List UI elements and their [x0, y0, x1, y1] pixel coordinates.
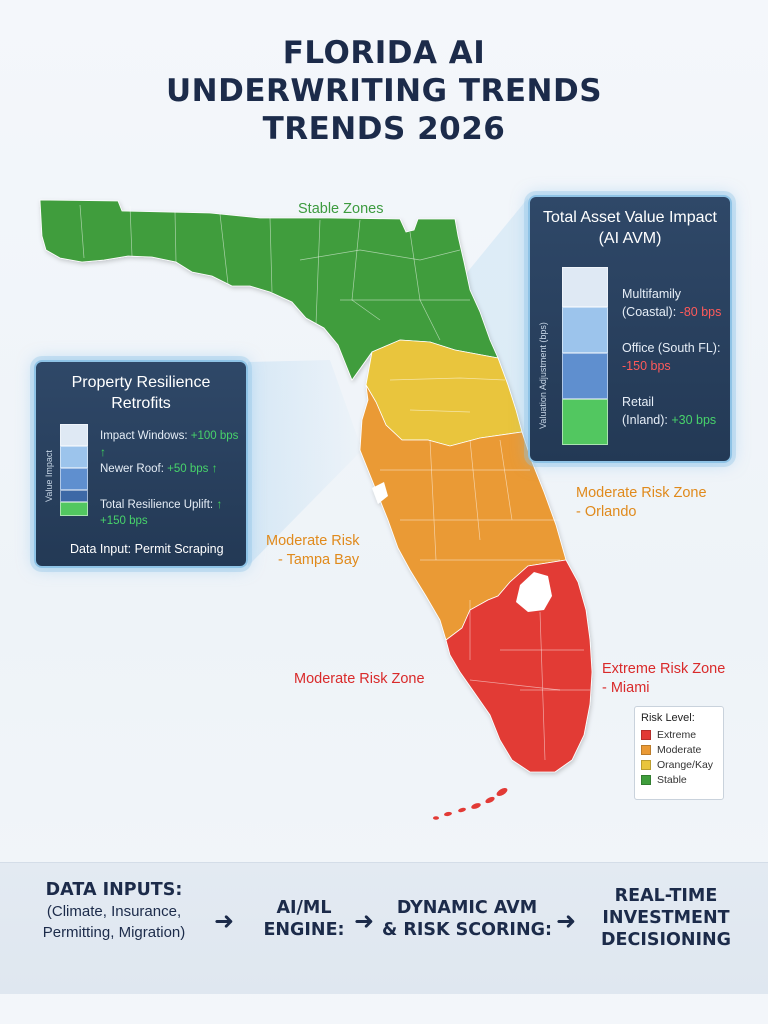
step1-sub1: (Climate, Insurance,: [46, 903, 182, 920]
resilience-title-line2: Retrofits: [111, 395, 171, 412]
resilience-panel: Property Resilience Retrofits Value Impa…: [34, 360, 248, 568]
stack-seg-windows: [60, 424, 88, 446]
resilience-axis-label: Value Impact: [44, 450, 54, 502]
label-moderate-orlando-line2: - Orlando: [576, 504, 637, 520]
avm-multifamily-label1: Multifamily: [622, 287, 682, 301]
label-moderate-tampa: Moderate Risk - Tampa Bay: [266, 532, 359, 570]
resilience-data-input: Data Input: Permit Scraping: [70, 542, 224, 556]
legend-label: Extreme: [657, 728, 697, 741]
avm-panel-title: Total Asset Value Impact (AI AVM): [530, 207, 730, 249]
risk-legend: Risk Level: Extreme Moderate Orange/Kay …: [634, 706, 724, 800]
lake-okeechobee: [516, 572, 552, 612]
resilience-title-line1: Property Resilience: [71, 374, 211, 391]
resilience-connector: [248, 360, 362, 566]
avm-retail-value: +30 bps: [671, 413, 717, 427]
avm-row-office: Office (South FL): -150 bps: [622, 339, 720, 375]
region-red: [445, 559, 593, 773]
flow-step-data-inputs: DATA INPUTS: (Climate, Insurance, Permit…: [14, 879, 214, 943]
label-stable-zones: Stable Zones: [298, 201, 384, 217]
legend-swatch: [641, 759, 651, 770]
legend-swatch: [641, 774, 651, 785]
avm-multifamily-value: -80 bps: [679, 305, 722, 319]
label-moderate-tampa-line2: - Tampa Bay: [278, 552, 360, 568]
step3-line2: & RISK SCORING:: [382, 920, 552, 940]
label-extreme-line2: - Miami: [602, 680, 650, 696]
row-roof-value: +50 bps: [167, 463, 209, 475]
flow-step-dynamic-avm: DYNAMIC AVM & RISK SCORING:: [382, 897, 552, 941]
avm-title-line1: Total Asset Value Impact: [542, 209, 717, 226]
stack-seg-lblue: [60, 446, 88, 468]
avm-stack-bar: [562, 267, 608, 445]
legend-swatch: [641, 744, 651, 755]
legend-item-extreme: Extreme: [641, 727, 717, 742]
legend-label: Stable: [657, 773, 687, 786]
avm-row-multifamily: Multifamily (Coastal): -80 bps: [622, 285, 721, 321]
arrow-right-icon: ➜: [354, 908, 375, 935]
up-arrow-icon: ↑: [100, 445, 106, 459]
stack-seg-dblue: [60, 490, 88, 502]
step4-line2: INVESTMENT: [602, 908, 730, 928]
step4-line3: DECISIONING: [601, 930, 731, 950]
florida-keys: [433, 788, 508, 820]
avm-row-retail: Retail (Inland): +30 bps: [622, 393, 716, 429]
resilience-stack-bar: [60, 424, 88, 516]
step2-line1: AI/ML: [276, 898, 332, 918]
row-total-value: +150 bps: [100, 515, 148, 527]
up-arrow-icon: ↑: [216, 497, 223, 511]
stack-seg-roof: [60, 468, 88, 490]
legend-item-moderate: Moderate: [641, 742, 717, 757]
legend-title: Risk Level:: [641, 712, 695, 724]
flow-step-ai-engine: AI/ML ENGINE:: [254, 897, 354, 941]
row-windows-label: Impact Windows:: [100, 430, 188, 442]
process-flow: DATA INPUTS: (Climate, Insurance, Permit…: [0, 862, 768, 994]
legend-label: Orange/Kay: [657, 758, 714, 771]
resilience-row-windows: Impact Windows: +100 bps ↑: [100, 428, 246, 461]
flow-step-decisioning: REAL-TIME INVESTMENT DECISIONING: [592, 885, 740, 951]
avm-office-value: -150 bps: [622, 359, 671, 373]
step2-line2: ENGINE:: [263, 920, 345, 940]
label-moderate-orlando-line1: Moderate Risk Zone: [576, 485, 707, 501]
label-extreme-miami: Extreme Risk Zone - Miami: [602, 660, 725, 698]
label-extreme-line1: Extreme Risk Zone: [602, 661, 726, 677]
title-line-3: TRENDS 2026: [262, 111, 506, 147]
avm-title-line2: (AI AVM): [598, 230, 662, 247]
label-moderate-tampa-line1: Moderate Risk: [266, 533, 360, 549]
avm-retail-label1: Retail: [622, 395, 654, 409]
tampa-bay: [372, 482, 388, 504]
step3-line1: DYNAMIC AVM: [396, 898, 538, 918]
county-lines: [79, 204, 590, 761]
arrow-right-icon: ➜: [214, 908, 235, 935]
row-windows-value: +100 bps: [190, 430, 239, 442]
arrow-right-icon: ➜: [556, 908, 577, 935]
up-arrow-icon: ↑: [211, 461, 218, 475]
row-total-label: Total Resilience Uplift:: [100, 499, 214, 511]
avm-retail-label2: (Inland):: [622, 413, 668, 427]
avm-seg-retail: [562, 399, 608, 445]
page-title: FLORIDA AI UNDERWRITING TRENDS TRENDS 20…: [0, 34, 768, 148]
avm-office-label1: Office (South FL):: [622, 341, 721, 355]
resilience-panel-title: Property Resilience Retrofits: [36, 372, 246, 414]
step1-sub2: Permitting, Migration): [42, 924, 186, 941]
label-moderate-orlando: Moderate Risk Zone - Orlando: [576, 484, 707, 522]
florida-map: [39, 198, 593, 820]
avm-seg-top: [562, 267, 608, 307]
step1-head: DATA INPUTS:: [45, 880, 183, 900]
label-moderate-risk-zone: Moderate Risk Zone: [294, 671, 425, 687]
avm-axis-label: Valuation Adjustment (bps): [538, 322, 548, 429]
avm-seg-office: [562, 353, 608, 399]
legend-item-stable: Stable: [641, 772, 717, 787]
avm-multifamily-label2: (Coastal):: [622, 305, 677, 319]
title-line-2: UNDERWRITING TRENDS: [165, 73, 603, 109]
avm-panel: Total Asset Value Impact (AI AVM) Valuat…: [528, 195, 732, 463]
stack-seg-uplift: [60, 502, 88, 516]
legend-label: Moderate: [657, 743, 702, 756]
avm-seg-multifamily: [562, 307, 608, 353]
resilience-row-total: Total Resilience Uplift: ↑ +150 bps: [100, 496, 244, 529]
title-line-1: FLORIDA AI: [282, 35, 486, 71]
step4-line1: REAL-TIME: [614, 886, 718, 906]
resilience-row-roof: Newer Roof: +50 bps ↑: [100, 460, 218, 477]
row-roof-label: Newer Roof:: [100, 463, 164, 475]
legend-item-orange-kay: Orange/Kay: [641, 757, 717, 772]
legend-swatch: [641, 729, 651, 740]
